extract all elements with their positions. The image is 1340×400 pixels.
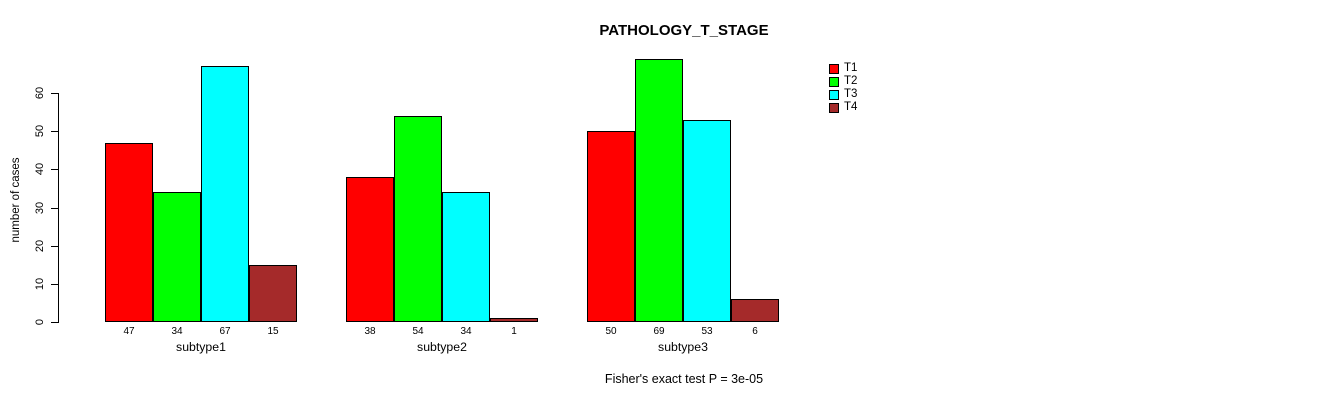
bar-value-label-subtype2-T2: 54	[412, 326, 424, 337]
bar-subtype1-T3	[201, 66, 249, 322]
bar-subtype3-T2	[635, 59, 683, 322]
legend-item-T4: T4	[829, 101, 857, 114]
y-axis-tick	[51, 207, 58, 209]
legend-swatch-T4	[829, 102, 839, 113]
y-axis-tick-label: 0	[34, 318, 46, 326]
bar-subtype2-T2	[394, 116, 442, 322]
bar-value-label-subtype3-T2: 69	[653, 326, 665, 337]
y-axis-tick	[51, 131, 58, 133]
bar-value-label-subtype2-T4: 1	[511, 326, 517, 337]
y-axis-tick	[51, 245, 58, 247]
y-axis-tick-label: 60	[34, 86, 46, 100]
y-axis-label: number of cases	[10, 157, 22, 243]
legend-item-T1: T1	[829, 62, 857, 75]
y-axis-tick-label: 50	[34, 125, 46, 138]
x-category-label-subtype1: subtype1	[176, 340, 226, 354]
bar-value-label-subtype2-T1: 38	[364, 326, 376, 337]
legend-label-T1: T1	[844, 62, 858, 74]
chart-title: PATHOLOGY_T_STAGE	[599, 22, 769, 39]
y-axis-tick	[51, 283, 58, 285]
bar-subtype1-T2	[153, 192, 201, 322]
bar-value-label-subtype1-T3: 67	[219, 326, 231, 337]
legend-item-T2: T2	[829, 75, 857, 88]
bar-value-label-subtype1-T2: 34	[171, 326, 183, 337]
y-axis-tick-label: 30	[34, 201, 46, 214]
fisher-test-annotation: Fisher's exact test P = 3e-05	[604, 372, 764, 386]
y-axis-tick-label: 20	[34, 239, 46, 252]
y-axis-tick	[51, 322, 58, 323]
bar-subtype2-T4	[490, 318, 538, 322]
y-axis-tick	[51, 93, 58, 94]
bar-value-label-subtype3-T3: 53	[701, 326, 713, 337]
legend-swatch-T1	[829, 63, 839, 74]
y-axis-line	[58, 93, 59, 323]
bar-subtype2-T1	[346, 177, 394, 322]
y-axis-tick-label: 40	[34, 163, 46, 176]
bar-subtype3-T3	[683, 120, 731, 322]
y-axis-tick	[51, 169, 58, 171]
bar-value-label-subtype1-T1: 47	[123, 326, 135, 337]
legend-label-T3: T3	[844, 88, 858, 100]
y-axis-tick-label: 10	[34, 277, 46, 290]
bar-subtype2-T3	[442, 192, 490, 322]
bar-subtype3-T1	[587, 131, 635, 322]
bar-value-label-subtype3-T4: 6	[752, 326, 758, 337]
bar-value-label-subtype2-T3: 34	[460, 326, 472, 337]
legend-label-T2: T2	[844, 75, 858, 87]
bar-subtype1-T1	[105, 143, 153, 322]
legend-label-T4: T4	[844, 101, 858, 113]
legend-item-T3: T3	[829, 88, 857, 101]
legend-swatch-T2	[829, 76, 839, 87]
bar-subtype3-T4	[731, 299, 779, 322]
bar-value-label-subtype3-T1: 50	[605, 326, 617, 337]
x-category-label-subtype2: subtype2	[417, 340, 467, 354]
x-category-label-subtype3: subtype3	[658, 340, 708, 354]
legend: T1 T2 T3 T4	[829, 62, 857, 114]
bar-subtype1-T4	[249, 265, 297, 322]
bar-value-label-subtype1-T4: 15	[267, 326, 279, 337]
legend-swatch-T3	[829, 89, 839, 100]
